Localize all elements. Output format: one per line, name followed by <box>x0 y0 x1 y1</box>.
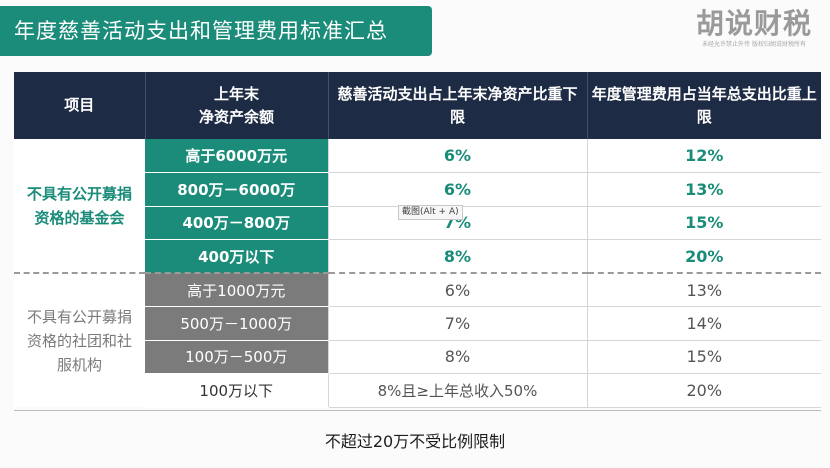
logo-tagline: 未经允许禁止外传 版权归胡说财税所有 <box>702 41 806 48</box>
table-header-row: 项目 上年末 净资产余额 慈善活动支出占上年末净资产比重下限 年度管理费用占当年… <box>14 72 821 139</box>
admin-ratio-cell: 15% <box>586 206 821 240</box>
screenshot-tooltip: 截图(Alt + A) <box>398 205 463 220</box>
admin-ratio-cell: 12% <box>586 139 821 173</box>
admin-ratio-cell: 20% <box>586 373 821 408</box>
group-label-social-org: 不具有公开募捐资格的社团和社服机构 <box>14 272 145 407</box>
table-row: 500万－1000万 7% 14% <box>14 306 821 341</box>
header-admin-ratio: 年度管理费用占当年总支出比重上限 <box>587 72 821 139</box>
charity-ratio-cell: 6% <box>327 139 587 173</box>
table-row: 不具有公开募捐资格的社团和社服机构 高于1000万元 6% 13% <box>14 272 821 407</box>
table-row: 不具有公开募捐资格的基金会 高于6000万元 6% 12% <box>14 139 821 273</box>
slide-title: 年度慈善活动支出和管理费用标准汇总 <box>0 6 432 56</box>
charity-ratio-cell: 6% <box>327 272 587 307</box>
tier-cell: 100万以下 <box>145 373 328 408</box>
admin-ratio-cell: 13% <box>586 272 821 307</box>
header-net-assets-text: 上年末 净资产余额 <box>198 84 274 126</box>
charity-ratio-cell: 7% <box>327 306 587 341</box>
tier-cell: 100万－500万 <box>145 340 328 374</box>
admin-ratio-cell: 13% <box>586 172 821 207</box>
tier-cell: 400万以下 <box>145 239 328 274</box>
logo-mark: 胡说财税 <box>695 7 812 40</box>
standards-table: 项目 上年末 净资产余额 慈善活动支出占上年末净资产比重下限 年度管理费用占当年… <box>14 72 821 408</box>
charity-ratio-cell: 8%且≥上年总收入50% <box>327 373 587 408</box>
tier-cell: 高于6000万元 <box>145 139 328 173</box>
tier-cell: 400万－800万 <box>145 206 328 240</box>
admin-ratio-cell: 20% <box>586 239 821 274</box>
admin-ratio-cell: 15% <box>586 340 821 374</box>
group-label-foundation: 不具有公开募捐资格的基金会 <box>14 139 145 273</box>
tier-cell: 500万－1000万 <box>145 306 328 341</box>
footer-divider <box>14 410 821 411</box>
charity-ratio-cell: 6% <box>327 172 587 207</box>
footer-note: 不超过20万不受比例限制 <box>324 432 506 451</box>
brand-logo: 胡说财税 未经允许禁止外传 版权归胡说财税所有 <box>690 8 818 56</box>
tier-cell: 800万－6000万 <box>145 172 328 207</box>
header-item: 项目 <box>14 72 146 139</box>
table-row: 400万以下 8% 20% <box>14 239 821 274</box>
table-row: 400万－800万 7% 15% <box>14 206 821 240</box>
header-net-assets: 上年末 净资产余额 <box>145 72 329 139</box>
charity-ratio-cell: 8% <box>327 239 587 274</box>
header-charity-ratio: 慈善活动支出占上年末净资产比重下限 <box>328 72 588 139</box>
table-row: 100万以下 8%且≥上年总收入50% 20% <box>14 373 821 408</box>
table-row: 100万－500万 8% 15% <box>14 340 821 374</box>
tier-cell: 高于1000万元 <box>145 272 328 307</box>
admin-ratio-cell: 14% <box>586 306 821 341</box>
charity-ratio-cell: 8% <box>327 340 587 374</box>
